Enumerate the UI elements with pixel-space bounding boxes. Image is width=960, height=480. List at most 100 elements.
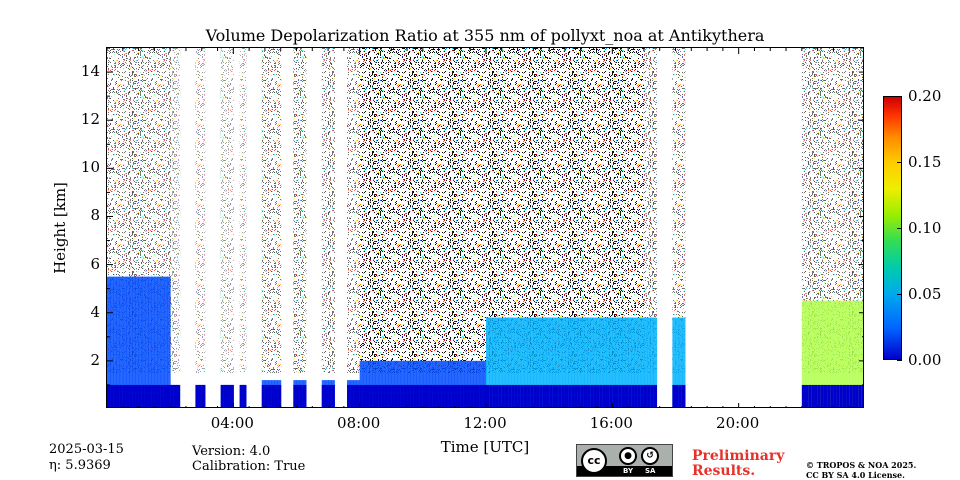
surface-layer-cell xyxy=(647,384,651,407)
surface-layer-cell xyxy=(119,384,124,407)
preliminary-line-1: Preliminary xyxy=(692,448,785,464)
surface-layer-cell xyxy=(271,384,275,407)
aerosol-cell xyxy=(817,300,822,407)
noise-cell xyxy=(672,48,676,373)
noise-cell xyxy=(441,48,446,373)
aerosol-cell xyxy=(571,317,575,407)
noise-cell xyxy=(223,48,228,373)
y-tick-label: 14 xyxy=(80,62,100,81)
surface-layer-cell xyxy=(296,384,301,407)
noise-cell xyxy=(590,48,594,373)
aerosol-cell xyxy=(609,317,613,407)
noise-cell xyxy=(606,48,610,373)
noise-cell xyxy=(574,48,579,373)
noise-cell xyxy=(239,48,244,373)
surface-layer-cell xyxy=(833,384,838,407)
noise-cell xyxy=(580,48,585,373)
aerosol-cell xyxy=(463,360,468,407)
noise-cell xyxy=(602,48,607,373)
surface-layer-cell xyxy=(261,384,266,407)
x-tick-label: 04:00 xyxy=(210,414,254,432)
noise-cell xyxy=(242,48,247,373)
aerosol-cell xyxy=(388,360,392,407)
aerosol-cell xyxy=(577,317,582,407)
aerosol-cell xyxy=(624,317,629,407)
noise-cell xyxy=(359,48,364,373)
noise-cell xyxy=(113,48,117,373)
aerosol-cell xyxy=(467,360,471,407)
surface-layer-cell xyxy=(527,384,531,407)
aerosol-cell xyxy=(855,300,860,407)
noise-cell xyxy=(476,48,481,373)
noise-cell xyxy=(852,48,857,373)
surface-layer-cell xyxy=(397,384,402,407)
surface-layer-cell xyxy=(637,384,642,407)
noise-cell xyxy=(536,48,541,373)
surface-layer-cell xyxy=(501,384,506,407)
noise-cell xyxy=(612,48,616,373)
surface-layer-cell xyxy=(580,384,585,407)
surface-layer-cell xyxy=(141,384,146,407)
aerosol-cell xyxy=(536,317,541,407)
aerosol-cell xyxy=(846,300,850,407)
noise-cell xyxy=(167,48,171,373)
noise-cell xyxy=(653,48,658,373)
aerosol-cell xyxy=(606,317,610,407)
noise-cell xyxy=(400,48,405,373)
aerosol-cell xyxy=(596,317,601,407)
surface-layer-cell xyxy=(138,384,143,407)
share-alike-icon: ↺ xyxy=(641,447,659,465)
noise-cell xyxy=(583,48,588,373)
noise-cell xyxy=(220,48,225,373)
aerosol-cell xyxy=(842,300,847,407)
noise-cell xyxy=(403,48,408,373)
aerosol-cell xyxy=(508,317,512,407)
surface-layer-cell xyxy=(362,384,367,407)
noise-cell xyxy=(163,48,168,373)
noise-cell xyxy=(609,48,613,373)
surface-layer-cell xyxy=(429,384,433,407)
surface-layer-cell xyxy=(347,384,351,407)
aerosol-cell xyxy=(621,317,626,407)
chart-title: Volume Depolarization Ratio at 355 nm of… xyxy=(205,26,765,45)
noise-cell xyxy=(151,48,155,373)
surface-layer-cell xyxy=(173,384,177,407)
noise-cell xyxy=(362,48,367,373)
noise-cell xyxy=(599,48,604,373)
surface-layer-cell xyxy=(479,384,484,407)
surface-layer-cell xyxy=(650,384,654,407)
aerosol-cell xyxy=(836,300,841,407)
surface-layer-cell xyxy=(365,384,370,407)
aerosol-cell xyxy=(451,360,455,407)
x-tick-label: 16:00 xyxy=(589,414,633,432)
noise-cell xyxy=(470,48,474,373)
noise-cell xyxy=(508,48,512,373)
surface-layer-cell xyxy=(564,384,569,407)
surface-layer-cell xyxy=(606,384,610,407)
aerosol-cell xyxy=(830,300,834,407)
y-tick-label: 6 xyxy=(90,254,100,273)
noise-cell xyxy=(836,48,841,373)
noise-cell xyxy=(230,48,234,373)
noise-cell xyxy=(116,48,121,373)
noise-cell xyxy=(369,48,373,373)
noise-cell xyxy=(479,48,484,373)
noise-cell xyxy=(195,48,200,373)
noise-cell xyxy=(122,48,127,373)
surface-layer-cell xyxy=(823,384,828,407)
aerosol-cell xyxy=(129,276,133,407)
surface-layer-cell xyxy=(122,384,127,407)
noise-cell xyxy=(846,48,850,373)
surface-layer-cell xyxy=(612,384,616,407)
surface-layer-cell xyxy=(681,384,686,407)
surface-layer-cell xyxy=(804,384,809,407)
surface-layer-cell xyxy=(621,384,626,407)
aerosol-cell xyxy=(132,276,136,407)
noise-cell xyxy=(397,48,402,373)
surface-layer-cell xyxy=(593,384,598,407)
aerosol-cell xyxy=(523,317,528,407)
colorbar-tick xyxy=(897,161,902,163)
surface-layer-cell xyxy=(546,384,550,407)
aerosol-cell xyxy=(148,276,152,407)
noise-cell xyxy=(546,48,550,373)
